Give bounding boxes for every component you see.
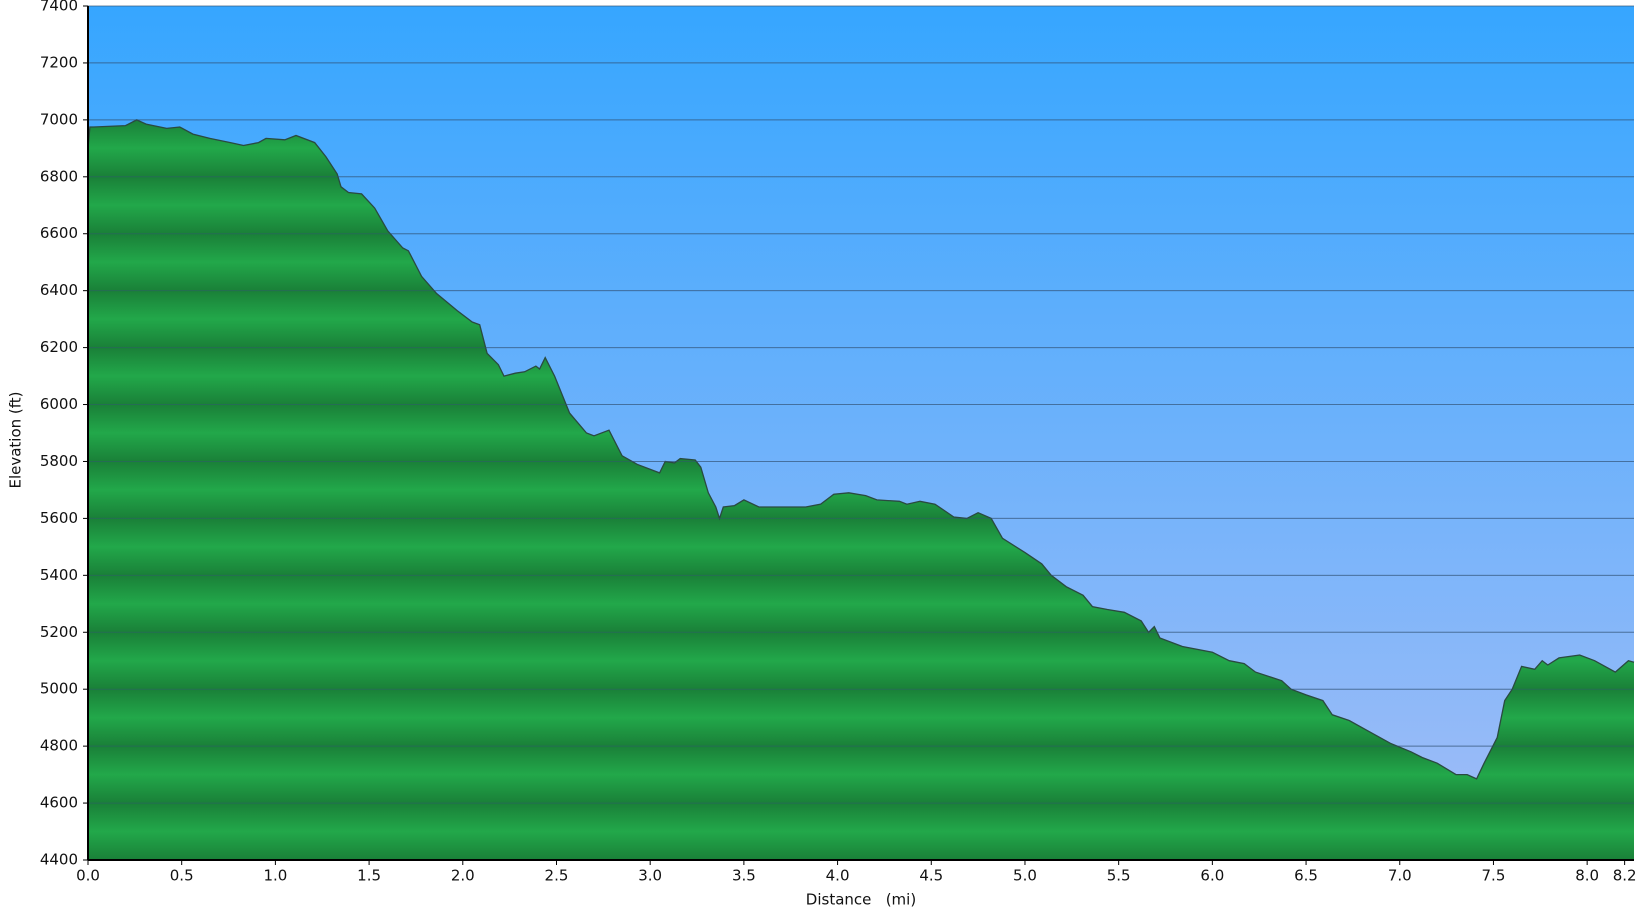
x-tick-label: 8.2 xyxy=(1613,867,1637,885)
x-tick-label: 0.5 xyxy=(170,867,194,885)
elevation-line xyxy=(87,119,1635,780)
y-tick-label: 4600 xyxy=(40,794,78,812)
x-tick-label: 1.5 xyxy=(357,867,381,885)
y-tick-label: 7200 xyxy=(40,53,78,71)
x-tick-label: 6.0 xyxy=(1200,867,1224,885)
y-tick-label: 6600 xyxy=(40,224,78,242)
x-tick-label: 8.0 xyxy=(1575,867,1599,885)
y-axis-label: Elevation (ft) xyxy=(7,391,25,488)
x-tick-label: 0.0 xyxy=(76,867,100,885)
elevation-area xyxy=(88,119,1634,860)
y-tick-label: 7000 xyxy=(40,110,78,128)
x-tick-label: 6.5 xyxy=(1294,867,1318,885)
x-tick-label: 7.0 xyxy=(1388,867,1412,885)
y-tick-label: 5400 xyxy=(40,566,78,584)
x-tick-label: 4.0 xyxy=(826,867,850,885)
x-tick-label: 5.0 xyxy=(1013,867,1037,885)
y-tick-label: 5800 xyxy=(40,452,78,470)
x-tick-label: 4.5 xyxy=(919,867,943,885)
x-tick-label: 7.5 xyxy=(1482,867,1506,885)
y-tick-label: 4800 xyxy=(40,737,78,755)
y-tick-label: 4400 xyxy=(40,851,78,869)
y-tick-label: 5000 xyxy=(40,680,78,698)
y-tick-label: 5600 xyxy=(40,509,78,527)
x-tick-label: 2.0 xyxy=(451,867,475,885)
x-tick-label: 5.5 xyxy=(1107,867,1131,885)
x-tick-label: 1.0 xyxy=(263,867,287,885)
y-tick-label: 6000 xyxy=(40,395,78,413)
x-tick-label: 3.5 xyxy=(732,867,756,885)
y-tick-label: 7400 xyxy=(40,0,78,15)
x-tick-label: 2.5 xyxy=(545,867,569,885)
y-tick-label: 5200 xyxy=(40,623,78,641)
x-axis-label: Distance (mi) xyxy=(806,891,916,909)
x-tick-label: 3.0 xyxy=(638,867,662,885)
y-tick-label: 6200 xyxy=(40,338,78,356)
y-tick-label: 6800 xyxy=(40,167,78,185)
y-tick-label: 6400 xyxy=(40,281,78,299)
